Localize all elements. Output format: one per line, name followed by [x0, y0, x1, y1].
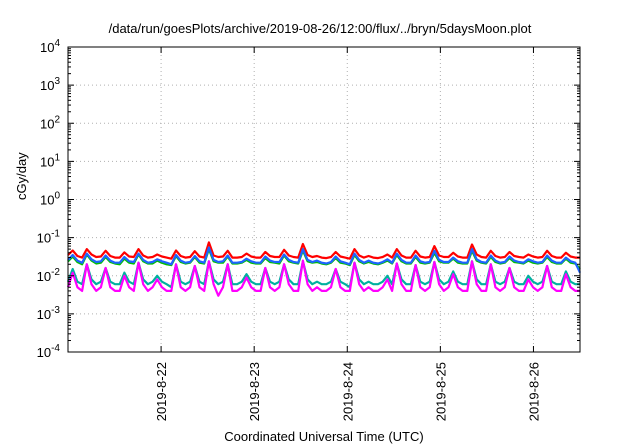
x-tick-label: 2019-8-22: [154, 362, 169, 421]
y-tick-label: 103: [40, 76, 60, 93]
series-line-4: [66, 260, 580, 289]
y-tick-label: 102: [40, 114, 60, 131]
y-tick-label: 104: [40, 38, 60, 55]
x-tick-label: 2019-8-24: [340, 362, 355, 421]
series-line-5: [66, 259, 580, 297]
y-tick-label: 101: [40, 152, 60, 169]
x-axis-label: Coordinated Universal Time (UTC): [224, 429, 424, 444]
x-tick-label: 2019-8-26: [526, 362, 541, 421]
y-tick-label: 10-4: [37, 343, 61, 360]
y-tick-label: 100: [40, 191, 60, 208]
series-group: [66, 241, 581, 297]
chart-title: /data/run/goesPlots/archive/2019-08-26/1…: [108, 21, 532, 36]
series-line-1: [67, 241, 580, 260]
axis-ticks: 10-4 10-3 10-2 10-1 100 101 102 103 104 2019-8-22…: [37, 38, 580, 421]
y-tick-label: 10-3: [37, 305, 61, 322]
grid: [68, 47, 580, 352]
y-tick-label: 10-1: [37, 229, 61, 246]
x-tick-label: 2019-8-23: [247, 362, 262, 421]
y-tick-label: 10-2: [37, 267, 61, 284]
x-tick-label: 2019-8-25: [433, 362, 448, 421]
series-line-2: [67, 248, 581, 270]
series-line-3: [67, 246, 581, 274]
